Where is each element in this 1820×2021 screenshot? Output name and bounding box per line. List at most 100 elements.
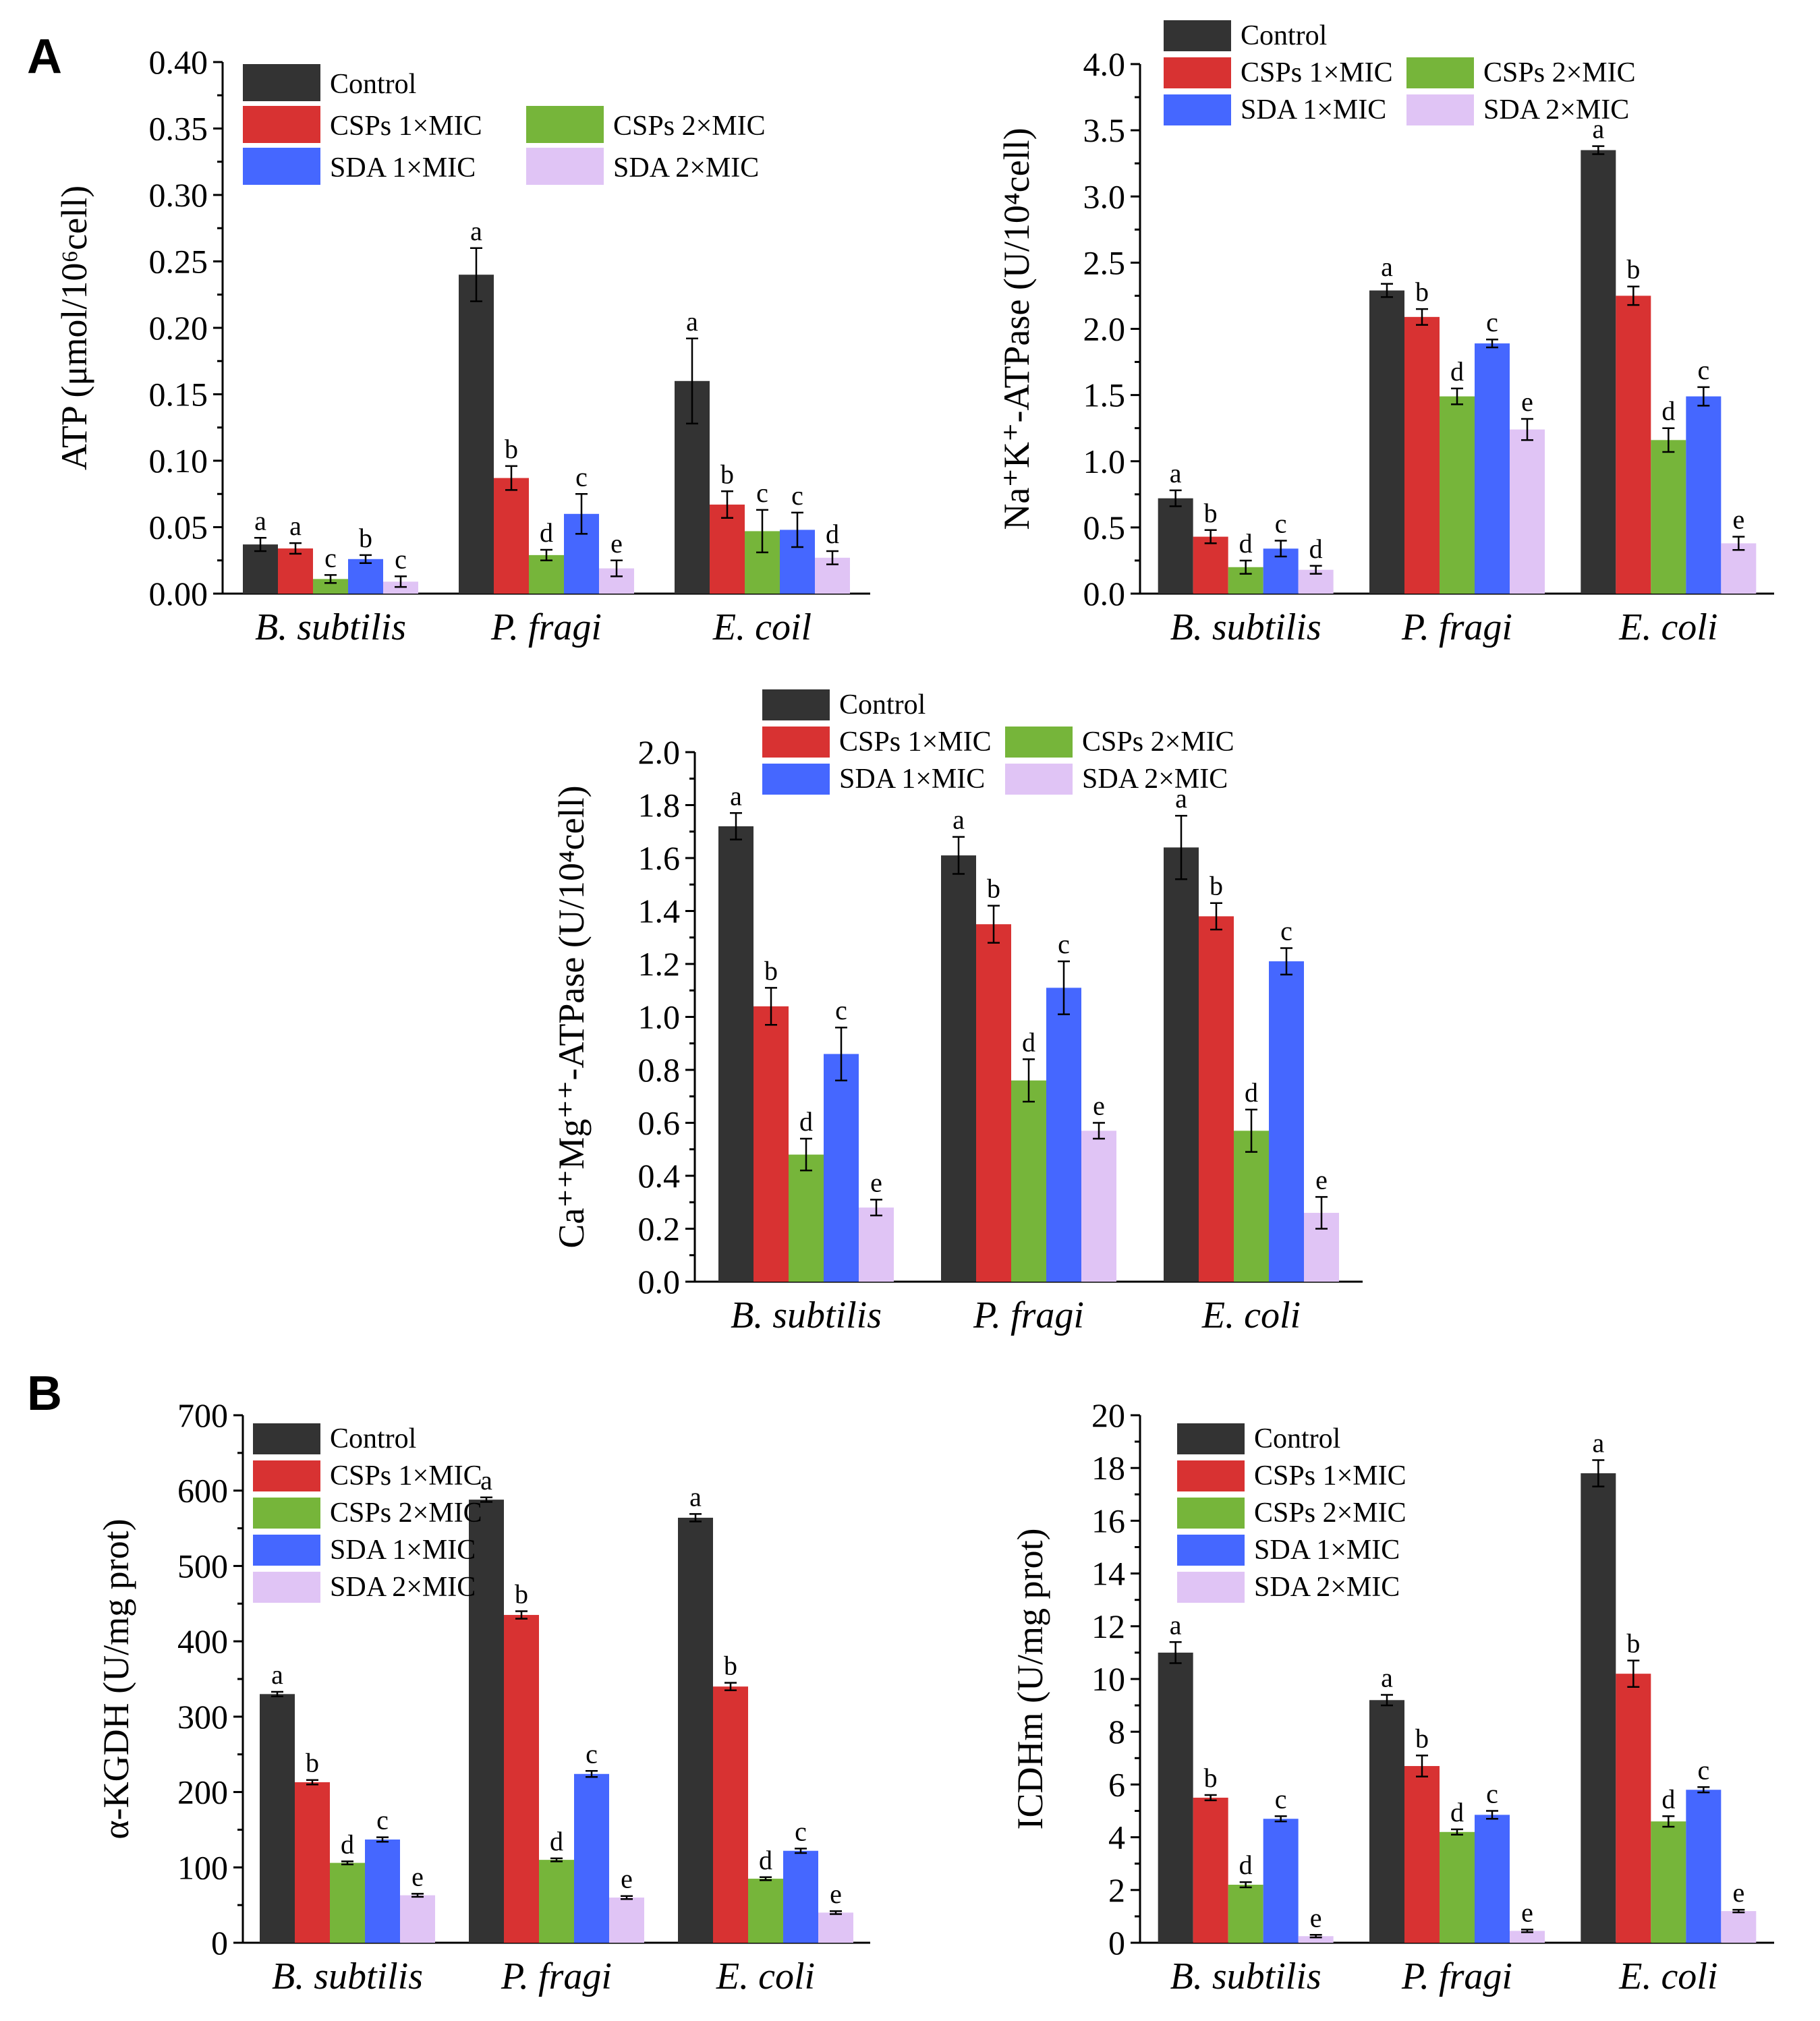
bar: [243, 544, 278, 594]
significance-label: c: [1486, 307, 1498, 337]
legend-entry: SDA 1×MIC: [1254, 1535, 1400, 1566]
category-label: B. subtilis: [1170, 1956, 1321, 1997]
significance-label: c: [835, 995, 847, 1025]
significance-label: b: [515, 1578, 528, 1609]
legend-swatch: [526, 148, 604, 185]
bar: [1081, 1131, 1116, 1282]
significance-label: b: [1415, 1723, 1429, 1753]
legend-swatch: [762, 764, 830, 795]
significance-label: d: [1450, 356, 1464, 387]
significance-label: a: [686, 306, 698, 337]
significance-label: a: [1381, 252, 1393, 282]
y-tick-label: 2: [1108, 1871, 1125, 1909]
legend-entry: Control: [330, 1423, 416, 1454]
legend-entry: Control: [1241, 20, 1327, 51]
y-tick-label: 0.8: [638, 1051, 681, 1089]
bar: [504, 1615, 539, 1943]
significance-label: b: [1626, 254, 1640, 285]
bar: [1404, 1766, 1440, 1943]
category-label: P. fragi: [973, 1294, 1084, 1336]
significance-label: d: [550, 1826, 563, 1856]
significance-label: e: [1521, 387, 1533, 417]
y-tick-label: 0.6: [638, 1104, 681, 1142]
significance-label: b: [720, 459, 734, 489]
significance-label: b: [1210, 871, 1223, 901]
legend-entry: SDA 1×MIC: [1241, 94, 1386, 125]
legend-entry: SDA 2×MIC: [1082, 764, 1228, 795]
bar: [824, 1054, 859, 1282]
legend-swatch: [1005, 727, 1073, 758]
significance-label: c: [1697, 355, 1709, 385]
legend-swatch: [762, 727, 830, 758]
nak-atpase-chart: 0.0 0.5 1.0 1.5 2.0 2.5 3.0 3.5 4.0 Na⁺K⁺-ATPase …: [996, 20, 1774, 648]
bar: [1269, 961, 1304, 1282]
y-tick-label: 18: [1091, 1449, 1125, 1487]
bar: [1440, 396, 1475, 594]
significance-label: c: [376, 1805, 389, 1835]
category-label: P. fragi: [1401, 606, 1512, 648]
legend-entry: CSPs 2×MIC: [1483, 57, 1636, 88]
bar: [941, 855, 976, 1282]
bar: [1651, 1821, 1686, 1943]
bar: [1686, 396, 1722, 594]
panel-label-b: B: [27, 1367, 62, 1421]
significance-label: c: [575, 461, 588, 492]
bar: [1721, 543, 1757, 594]
y-tick-label: 0: [1108, 1924, 1125, 1962]
significance-label: a: [470, 216, 482, 246]
bar: [1193, 536, 1228, 594]
y-tick-label: 1.2: [638, 945, 681, 983]
y-axis-title: α-KGDH (U/mg prot): [96, 1518, 136, 1839]
y-tick-label: 500: [177, 1547, 228, 1585]
y-axis-title: Na⁺K⁺-ATPase (U/10⁴cell): [996, 127, 1037, 530]
bar: [1193, 1797, 1228, 1943]
y-tick-label: 0.0: [638, 1263, 681, 1301]
significance-label: d: [1309, 534, 1323, 564]
alpha-kgdh-chart: 0 100 200 300 400 500 600 700 α-KGDH (U/mg prot)…: [96, 1396, 870, 1997]
legend-entry: SDA 2×MIC: [613, 152, 759, 183]
significance-label: d: [1661, 396, 1675, 426]
bar: [469, 1500, 504, 1943]
bar: [260, 1694, 295, 1943]
y-tick-label: 0.15: [149, 376, 208, 414]
bar: [1158, 498, 1193, 594]
legend-swatch: [1164, 20, 1231, 51]
category-label: B. subtilis: [1170, 606, 1321, 648]
bar: [1475, 1815, 1510, 1943]
bar: [539, 1860, 574, 1943]
y-tick-label: 2.0: [638, 733, 681, 771]
y-tick-label: 0: [211, 1924, 228, 1962]
bar: [1510, 1931, 1545, 1943]
bar: [678, 1517, 713, 1943]
significance-label: e: [1732, 505, 1744, 535]
bar: [1581, 1473, 1616, 1943]
bar: [1369, 290, 1404, 594]
significance-label: a: [952, 805, 965, 835]
significance-label: a: [254, 505, 266, 536]
y-tick-label: 0.4: [638, 1157, 681, 1195]
category-label: E. coli: [1618, 606, 1717, 648]
bar: [748, 1879, 783, 1943]
y-tick-label: 2.5: [1083, 244, 1126, 281]
significance-label: a: [480, 1465, 492, 1496]
category-label: P. fragi: [501, 1956, 612, 1997]
category-label: E. coli: [716, 1956, 815, 1997]
significance-label: b: [1415, 277, 1429, 307]
bar: [1199, 916, 1234, 1282]
bar: [494, 478, 529, 594]
significance-label: e: [1521, 1897, 1533, 1927]
y-tick-label: 0.10: [149, 442, 208, 480]
legend-entry: CSPs 2×MIC: [1254, 1498, 1406, 1529]
bar: [859, 1207, 894, 1282]
y-tick-label: 1.4: [638, 892, 681, 930]
significance-label: c: [1058, 929, 1070, 959]
significance-label: c: [395, 544, 407, 574]
y-tick-label: 0.25: [149, 243, 208, 281]
significance-label: e: [610, 528, 623, 559]
y-tick-label: 0.20: [149, 309, 208, 347]
category-label: P. fragi: [490, 606, 602, 648]
legend-swatch: [243, 64, 320, 101]
y-axis-title: ATP (μmol/10⁶cell): [54, 186, 94, 470]
legend-swatch: [1164, 57, 1231, 88]
legend-swatch: [762, 689, 830, 720]
